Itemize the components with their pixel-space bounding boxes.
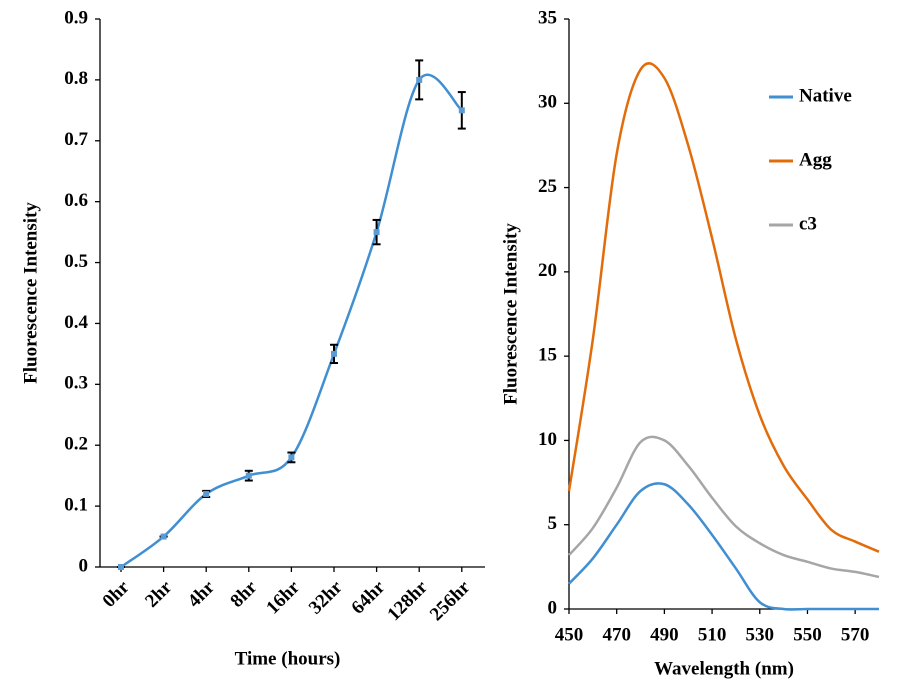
x-tick-label: 4hr xyxy=(184,576,219,611)
y-tick-label: 0.7 xyxy=(64,129,88,150)
x-tick-label: 550 xyxy=(793,624,822,645)
legend-label: Native xyxy=(799,85,852,106)
point xyxy=(203,490,210,497)
y-tick-label: 0.3 xyxy=(64,373,88,394)
legend-label: c3 xyxy=(799,213,817,234)
y-tick-label: 0.4 xyxy=(64,312,88,333)
point xyxy=(331,350,337,357)
y-tick-label: 5 xyxy=(548,513,558,534)
y-tick-label: 20 xyxy=(538,260,557,281)
x-tick-label: 128hr xyxy=(383,576,432,625)
x-tick-label: 470 xyxy=(602,624,631,645)
y-tick-label: 30 xyxy=(538,92,557,113)
y-tick-label: 0.1 xyxy=(64,494,88,515)
x-tick-label: 64hr xyxy=(347,576,389,618)
y-tick-label: 25 xyxy=(538,176,557,197)
x-tick-label: 490 xyxy=(650,624,679,645)
y-tick-label: 0.9 xyxy=(64,7,88,28)
line xyxy=(567,62,880,553)
y-axis-title: Fluorescence Intensity xyxy=(20,202,41,384)
y-axis-title: Fluorescence Intensity xyxy=(500,223,521,405)
y-tick-label: 10 xyxy=(538,429,557,450)
point xyxy=(373,229,380,236)
x-axis-title: Time (hours) xyxy=(235,648,341,669)
y-tick-label: 0.5 xyxy=(64,251,88,272)
line xyxy=(568,482,879,611)
y-tick-label: 0.2 xyxy=(64,434,88,455)
x-tick-label: 570 xyxy=(841,624,870,645)
point xyxy=(458,107,465,114)
x-tick-label: 450 xyxy=(555,624,584,645)
x-tick-label: 510 xyxy=(698,624,727,645)
y-tick-label: 0 xyxy=(79,555,89,576)
x-tick-label: 32hr xyxy=(305,576,347,618)
x-axis-title: Wavelength (nm) xyxy=(654,658,794,679)
x-tick-label: 2hr xyxy=(141,576,176,611)
legend-label: Agg xyxy=(799,149,832,170)
y-tick-label: 15 xyxy=(538,345,557,366)
point xyxy=(416,76,423,83)
y-tick-label: 0.8 xyxy=(64,68,88,89)
x-tick-label: 530 xyxy=(746,624,775,645)
point xyxy=(245,472,252,479)
line xyxy=(568,435,880,579)
point xyxy=(118,564,124,570)
x-tick-label: 0hr xyxy=(99,576,134,611)
x-tick-label: 8hr xyxy=(226,576,261,611)
y-tick-label: 35 xyxy=(538,7,557,28)
y-tick-label: 0.6 xyxy=(64,190,88,211)
x-tick-label: 16hr xyxy=(262,576,304,618)
point xyxy=(160,533,167,540)
x-tick-label: 256hr xyxy=(426,576,475,625)
line xyxy=(120,73,463,569)
y-tick-label: 0 xyxy=(548,597,558,618)
point xyxy=(288,454,295,461)
